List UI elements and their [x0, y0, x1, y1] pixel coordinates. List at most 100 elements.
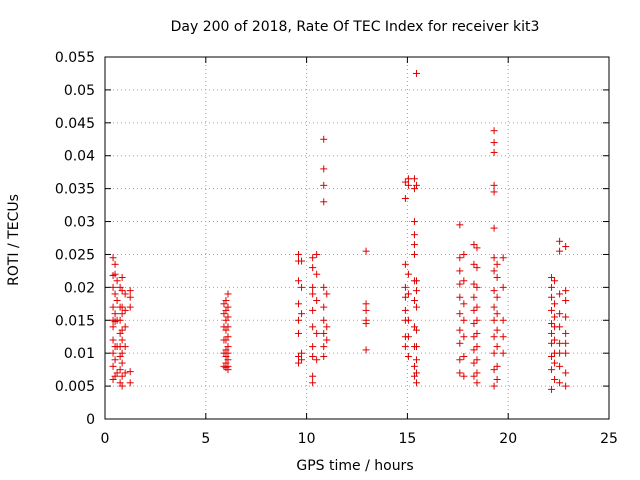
data-point [109, 283, 117, 291]
data-point [323, 336, 331, 344]
data-point [470, 346, 478, 354]
data-point [118, 372, 126, 380]
data-point [410, 362, 418, 370]
data-point [490, 287, 498, 295]
data-point [109, 323, 117, 331]
data-point [118, 273, 126, 281]
data-point [401, 306, 409, 314]
data-point [562, 287, 570, 295]
data-point [499, 349, 507, 357]
data-point [320, 181, 328, 189]
y-tick-label: 0.04 [64, 149, 95, 165]
data-point [404, 333, 412, 341]
data-point [470, 333, 478, 341]
data-point [309, 290, 317, 298]
data-point [309, 372, 317, 380]
data-point [320, 352, 328, 360]
data-point [556, 349, 564, 357]
data-point [295, 250, 303, 258]
data-point [309, 323, 317, 331]
data-point [298, 310, 306, 318]
data-point [456, 356, 464, 364]
data-point [473, 369, 481, 377]
data-point [410, 241, 418, 249]
data-point [313, 329, 321, 337]
data-point [320, 329, 328, 337]
data-point [404, 352, 412, 360]
data-point [113, 297, 121, 305]
x-tick-label: 15 [398, 431, 416, 447]
data-point [470, 320, 478, 328]
data-point [556, 339, 564, 347]
data-point [556, 290, 564, 298]
x-tick-label: 10 [298, 431, 316, 447]
data-point [412, 369, 420, 377]
data-point [490, 267, 498, 275]
data-point [109, 336, 117, 344]
x-tick-label: 25 [600, 431, 618, 447]
data-point [460, 250, 468, 258]
data-point [460, 372, 468, 380]
data-point [473, 356, 481, 364]
data-point [473, 329, 481, 337]
data-point [473, 343, 481, 351]
x-tick-label: 0 [101, 431, 110, 447]
data-point [548, 329, 556, 337]
data-point [126, 368, 134, 376]
data-point [113, 369, 121, 377]
data-point [551, 336, 559, 344]
data-point [313, 356, 321, 364]
data-point [548, 352, 556, 360]
data-point [548, 385, 556, 393]
data-point [551, 313, 559, 321]
data-point [548, 283, 556, 291]
data-point [490, 254, 498, 262]
data-point [224, 349, 232, 357]
data-point [556, 379, 564, 387]
data-point [460, 300, 468, 308]
data-point [562, 313, 570, 321]
data-point [126, 287, 134, 295]
plot-frame [104, 56, 610, 420]
data-point [404, 290, 412, 298]
data-point [562, 329, 570, 337]
data-point [118, 303, 126, 311]
data-point [499, 333, 507, 341]
data-point [562, 297, 570, 305]
data-point [412, 277, 420, 285]
data-point [412, 287, 420, 295]
data-point [456, 310, 464, 318]
data-point [309, 306, 317, 314]
data-point [313, 297, 321, 305]
data-point [118, 382, 126, 390]
data-point [111, 260, 119, 268]
data-point [362, 346, 370, 354]
data-point [126, 303, 134, 311]
x-tick-label: 20 [499, 431, 517, 447]
data-point [562, 349, 570, 357]
data-point [309, 379, 317, 387]
data-point [493, 260, 501, 268]
data-point [410, 231, 418, 239]
data-point [548, 293, 556, 301]
data-point [111, 310, 119, 318]
data-point [556, 237, 564, 245]
data-point [490, 349, 498, 357]
data-point [224, 366, 232, 374]
data-point [410, 175, 418, 183]
data-point [113, 277, 121, 285]
data-point [298, 349, 306, 357]
data-point [109, 349, 117, 357]
data-point [401, 178, 409, 186]
data-point [460, 316, 468, 324]
data-point [323, 323, 331, 331]
data-point [551, 376, 559, 384]
data-point [470, 260, 478, 268]
data-point [470, 359, 478, 367]
data-point [298, 356, 306, 364]
data-point [126, 293, 134, 301]
data-point [401, 283, 409, 291]
data-point [548, 306, 556, 314]
data-point [309, 343, 317, 351]
data-point [551, 277, 559, 285]
